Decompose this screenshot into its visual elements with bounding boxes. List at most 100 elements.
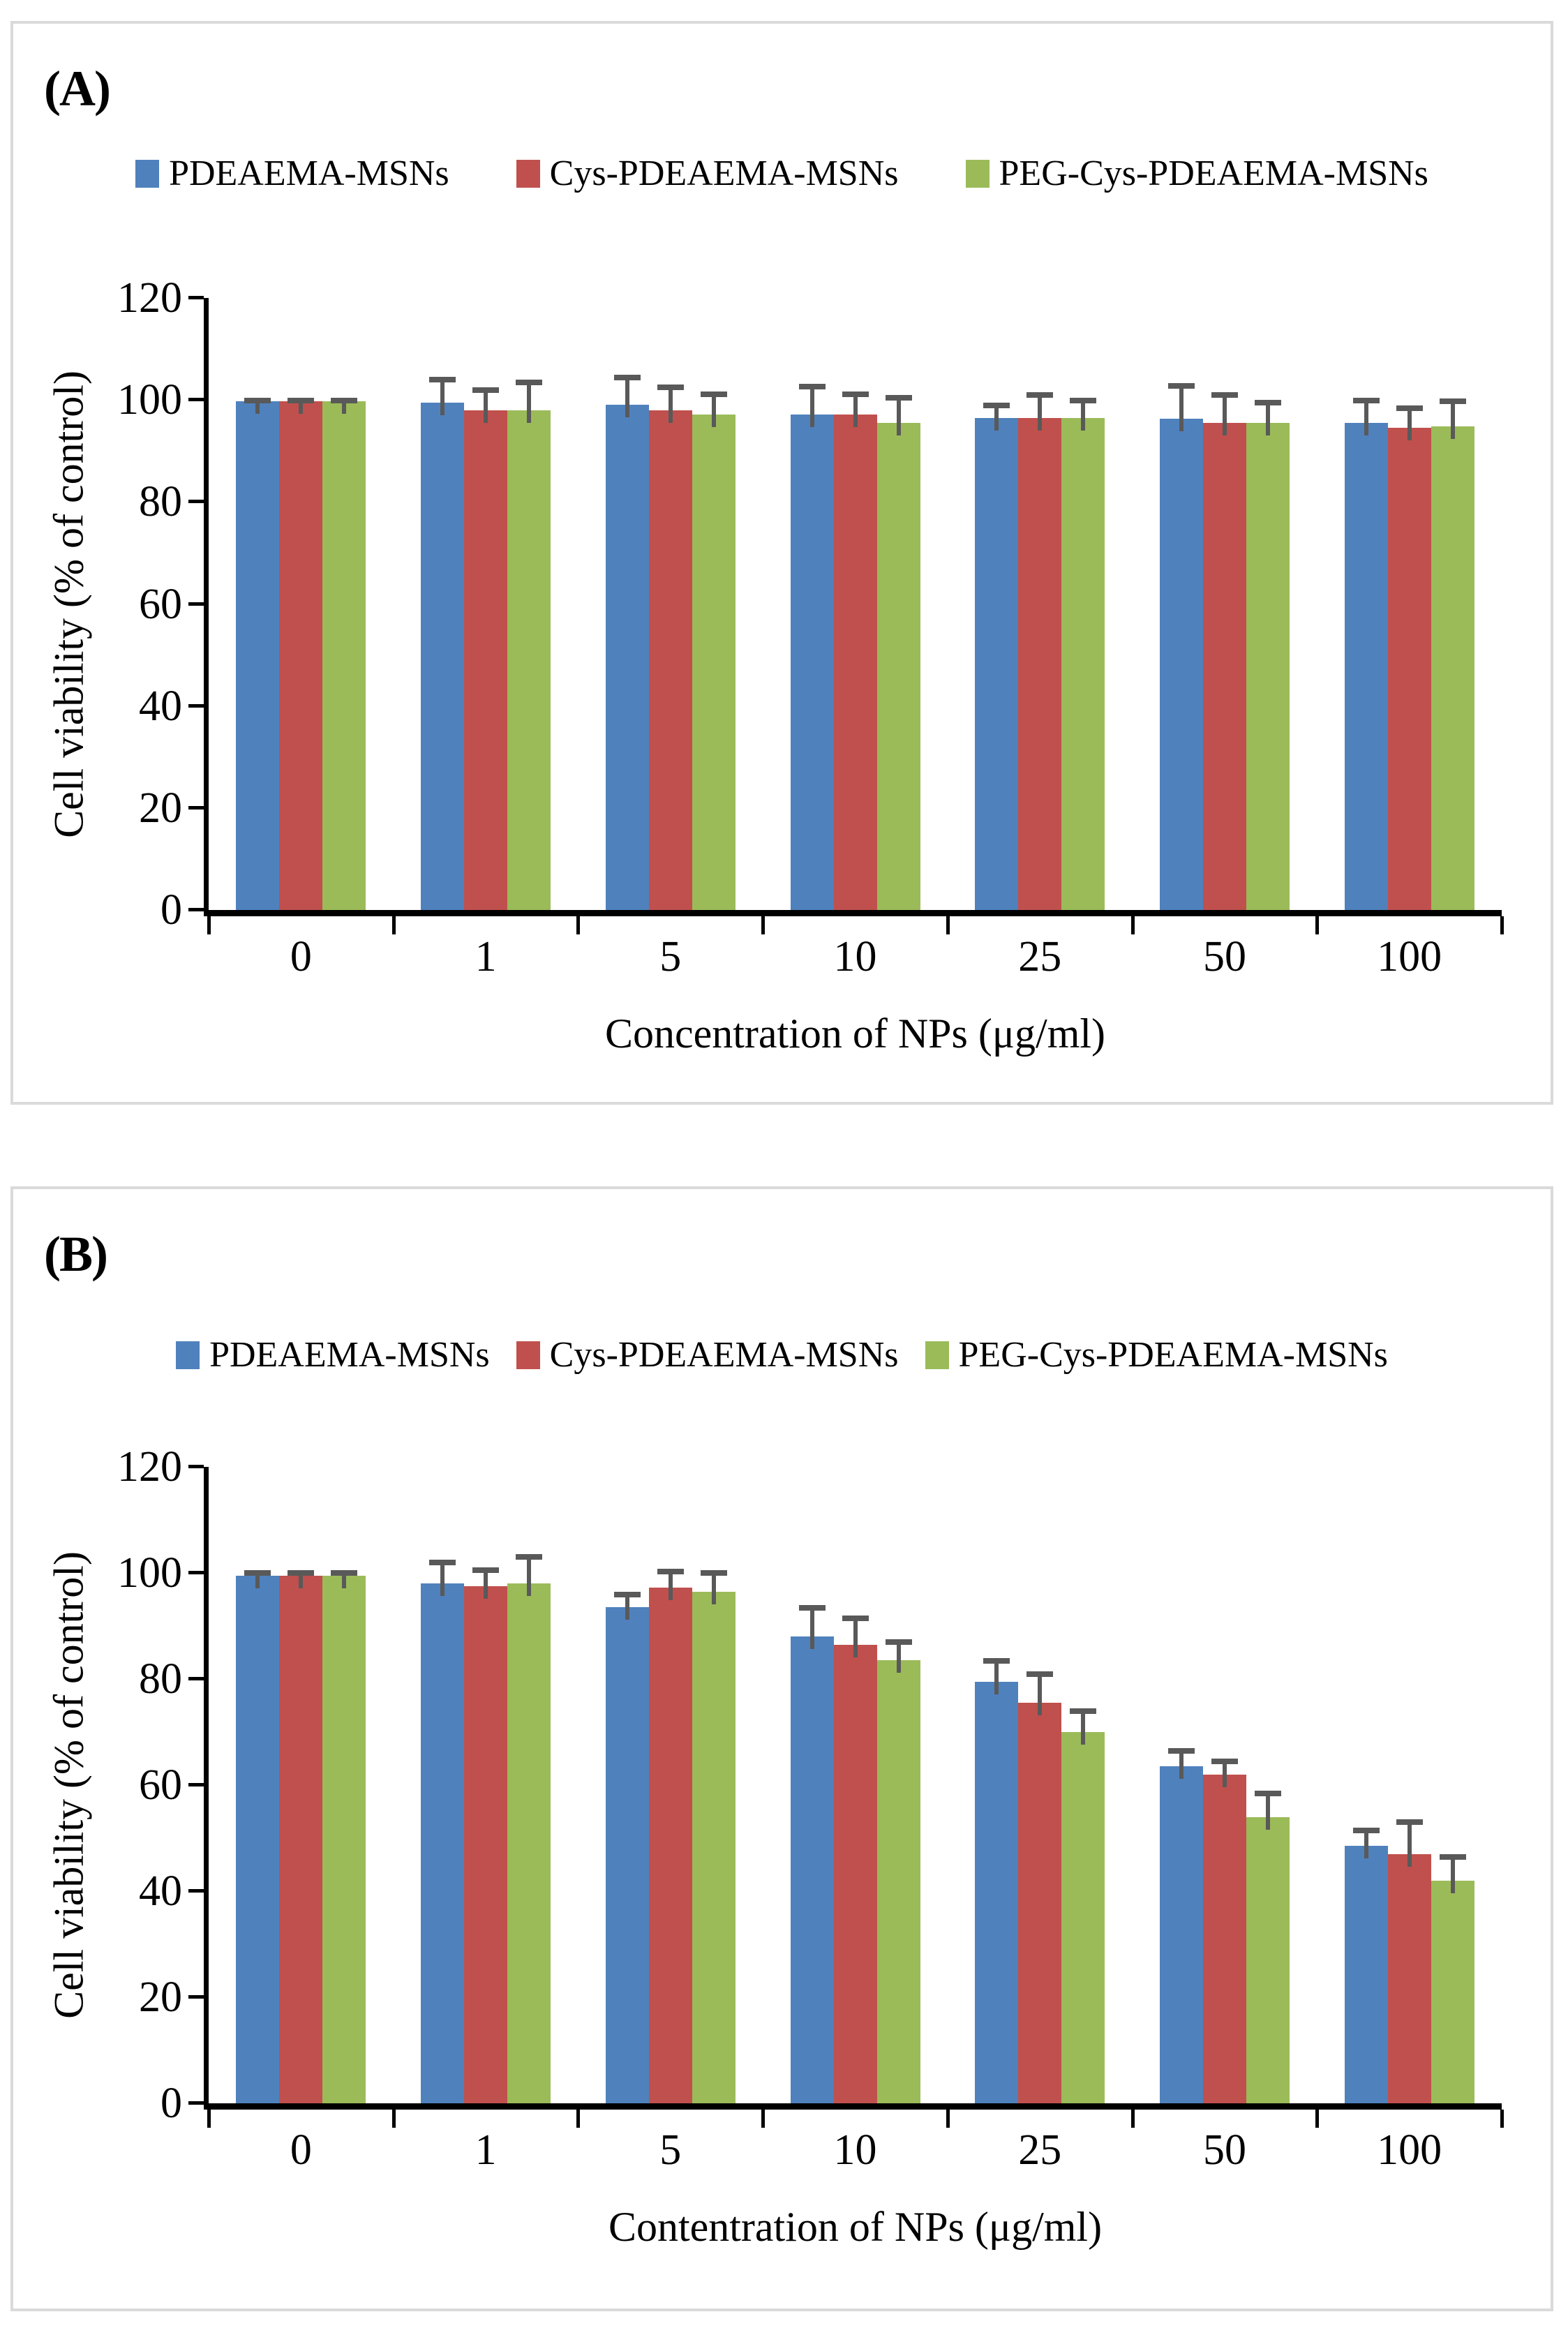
x-category-label: 50 [1202,2126,1246,2174]
error-bar [1070,397,1097,431]
bar-group-10: 10 [763,298,948,980]
bar [507,379,551,910]
bar [1344,1827,1388,2103]
bar-group-1: 1 [394,298,578,980]
y-axis-tick [188,1571,204,1574]
error-bar [885,394,912,436]
legend-label: Cys-PDEAEMA-MSNs [549,154,899,193]
legend-label: PDEAEMA-MSNs [209,1335,490,1375]
legend-label: PEG-Cys-PDEAEMA-MSNs [999,154,1428,193]
x-axis-title: Contentration of NPs (μg/ml) [608,2204,1103,2250]
error-bar-cap [516,1554,543,1560]
error-bar [1211,392,1238,436]
bar [1431,398,1474,910]
panel-a-label: (A) [44,61,111,117]
error-bar-cap [657,1568,684,1574]
y-axis-tick [188,2101,204,2105]
bar [975,1657,1019,2103]
legend-item: PEG-Cys-PDEAEMA-MSNs [925,1334,1388,1375]
bar [605,1591,649,2103]
bar [1061,397,1105,910]
error-bar-cap [244,1570,271,1576]
legend-color-chip [965,159,990,188]
error-bar [516,379,543,423]
bar [692,1570,736,2103]
error-bar [613,1591,641,1620]
bar [1159,1747,1203,2103]
x-axis-tick [391,2110,396,2128]
bar-group-1: 1 [394,1467,578,2174]
error-bar [429,1560,456,1597]
x-category-label: 100 [1377,2126,1442,2174]
panel-b-plot-area: Cell viability (% of control) Contentrat… [46,1445,1504,2250]
bar-group-100: 100 [1317,1467,1502,2174]
x-axis-tick [207,916,211,934]
bar [279,397,323,910]
error-bar [983,1657,1010,1694]
x-category-label: 0 [290,933,312,980]
y-axis-tick [188,1783,204,1786]
error-bar [1396,405,1423,441]
error-bar-cap [1352,397,1380,403]
error-bar [429,377,456,415]
error-bar [842,1615,869,1657]
x-category-label: 10 [833,2126,877,2174]
bar [876,394,920,910]
legend-item: PEG-Cys-PDEAEMA-MSNs [965,153,1428,194]
y-axis-tick [188,908,204,911]
error-bar [885,1639,912,1673]
y-axis-tick [188,602,204,606]
x-axis-tick [761,2110,766,2128]
bar [322,397,366,910]
bar [236,397,280,910]
error-bar [472,1567,500,1599]
x-axis-tick [207,2110,211,2128]
error-bar-cap [1254,400,1281,406]
error-bar-cap [842,1615,869,1621]
y-axis-tick-label: 40 [139,682,182,730]
error-bar-cap [1167,1747,1195,1754]
y-axis-tick-label: 100 [117,1549,182,1597]
error-bar-cap [700,1570,727,1576]
bar [1246,400,1290,910]
error-bar-cap [700,391,727,397]
bar-group-100: 100 [1317,298,1502,980]
panel-a-legend: PDEAEMA-MSNs Cys-PDEAEMA-MSNs PEG-Cys-PDEA… [13,153,1551,194]
y-axis-tick-label: 60 [139,580,182,628]
error-bar [1167,383,1195,432]
legend-color-chip [925,1341,949,1369]
bar-group-0: 0 [209,1467,394,2174]
legend-item: PDEAEMA-MSNs [176,1334,490,1375]
error-bar [657,385,684,423]
error-bar [1396,1819,1423,1867]
y-axis-tick [188,1465,204,1468]
x-category-label: 10 [833,933,877,980]
x-axis-tick [1315,2110,1320,2128]
error-bar [1254,1790,1281,1830]
y-axis-title: Cell viability (% of control) [45,1551,92,2019]
error-bar-cap [798,1604,826,1611]
legend-color-chip [516,1341,540,1369]
error-bar [1026,1671,1054,1716]
error-bar [842,391,869,427]
error-bar-cap [885,394,912,401]
error-bar-cap [429,377,456,383]
error-bar [798,1604,826,1650]
x-axis-tick [1130,916,1135,934]
error-bar-cap [613,374,641,380]
legend-item: PDEAEMA-MSNs [135,153,449,194]
error-bar [288,397,315,415]
bar [322,1570,366,2103]
error-bar-cap [516,379,543,385]
error-bar [1352,397,1380,436]
x-axis-tick [576,2110,581,2128]
error-bar-cap [983,402,1010,408]
error-bar-cap [983,1657,1010,1664]
error-bar [288,1570,315,1588]
error-bar-cap [613,1591,641,1597]
x-axis-tick [946,916,950,934]
y-axis-tick-label: 120 [117,1443,182,1491]
y-axis-tick-label: 20 [139,1974,182,2022]
error-bar [1439,398,1466,440]
x-category-label: 5 [659,933,682,980]
